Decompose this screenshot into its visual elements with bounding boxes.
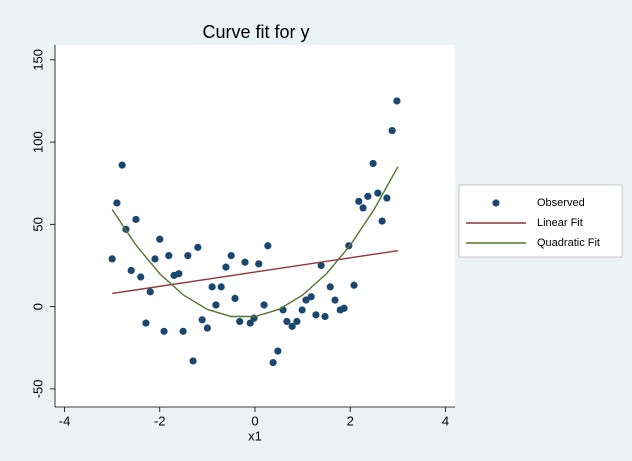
point [393, 97, 401, 105]
point [388, 126, 396, 135]
point [212, 301, 220, 309]
y-tick-label: 0 [30, 303, 45, 310]
point [118, 161, 126, 169]
point [283, 317, 291, 326]
point [331, 296, 339, 304]
y-tick-label: -50 [30, 380, 45, 399]
point [383, 194, 391, 202]
legend-box [458, 184, 623, 258]
point [227, 252, 235, 260]
legend-label: Linear Fit [537, 217, 583, 229]
point [274, 347, 282, 355]
point [312, 311, 320, 319]
point [198, 316, 206, 324]
point [132, 215, 140, 224]
point [350, 281, 358, 289]
legend-label: Observed [537, 197, 585, 209]
x-tick-label: 4 [442, 413, 449, 428]
point [175, 270, 183, 278]
point [298, 306, 306, 314]
plot-area [55, 45, 455, 407]
point [307, 293, 315, 301]
point [179, 327, 187, 335]
legend-marker [492, 199, 500, 207]
point [293, 317, 301, 326]
point [189, 357, 197, 365]
point [288, 322, 296, 330]
point [369, 159, 377, 168]
y-tick-label: 50 [30, 217, 45, 231]
point [269, 358, 277, 367]
x-axis-label: x1 [248, 428, 262, 443]
point [236, 317, 244, 326]
x-tick-label: 2 [347, 413, 354, 428]
point [241, 258, 249, 266]
point [160, 327, 168, 335]
x-tick-label: -2 [154, 413, 166, 428]
point [264, 242, 272, 250]
y-tick-label: 150 [30, 49, 45, 71]
point [151, 255, 159, 263]
y-tick-label: 100 [30, 131, 45, 153]
point [184, 252, 192, 260]
point [203, 324, 211, 332]
point [317, 261, 325, 270]
point [156, 235, 164, 243]
point [355, 197, 363, 205]
point [127, 266, 135, 275]
point [321, 312, 329, 321]
point [255, 260, 263, 268]
fit-line [111, 166, 399, 318]
point [340, 304, 348, 312]
point [222, 263, 230, 271]
point [208, 283, 216, 291]
chart-title: Curve fit for y [202, 22, 309, 42]
fit-line [112, 249, 398, 295]
point [108, 255, 116, 263]
point [359, 204, 367, 212]
point [302, 296, 310, 304]
point [113, 199, 121, 207]
point [326, 283, 334, 291]
point [374, 189, 382, 197]
point [246, 319, 254, 327]
point [194, 243, 202, 251]
point [260, 301, 268, 309]
point [364, 192, 372, 200]
point [137, 273, 145, 281]
legend-label: Quadratic Fit [537, 237, 600, 249]
x-tick-label: 0 [251, 413, 258, 428]
point [378, 217, 386, 225]
point [165, 252, 173, 260]
point [217, 283, 225, 291]
point [231, 294, 239, 302]
point [146, 288, 154, 296]
x-tick-label: -4 [59, 413, 71, 428]
point [142, 319, 150, 327]
